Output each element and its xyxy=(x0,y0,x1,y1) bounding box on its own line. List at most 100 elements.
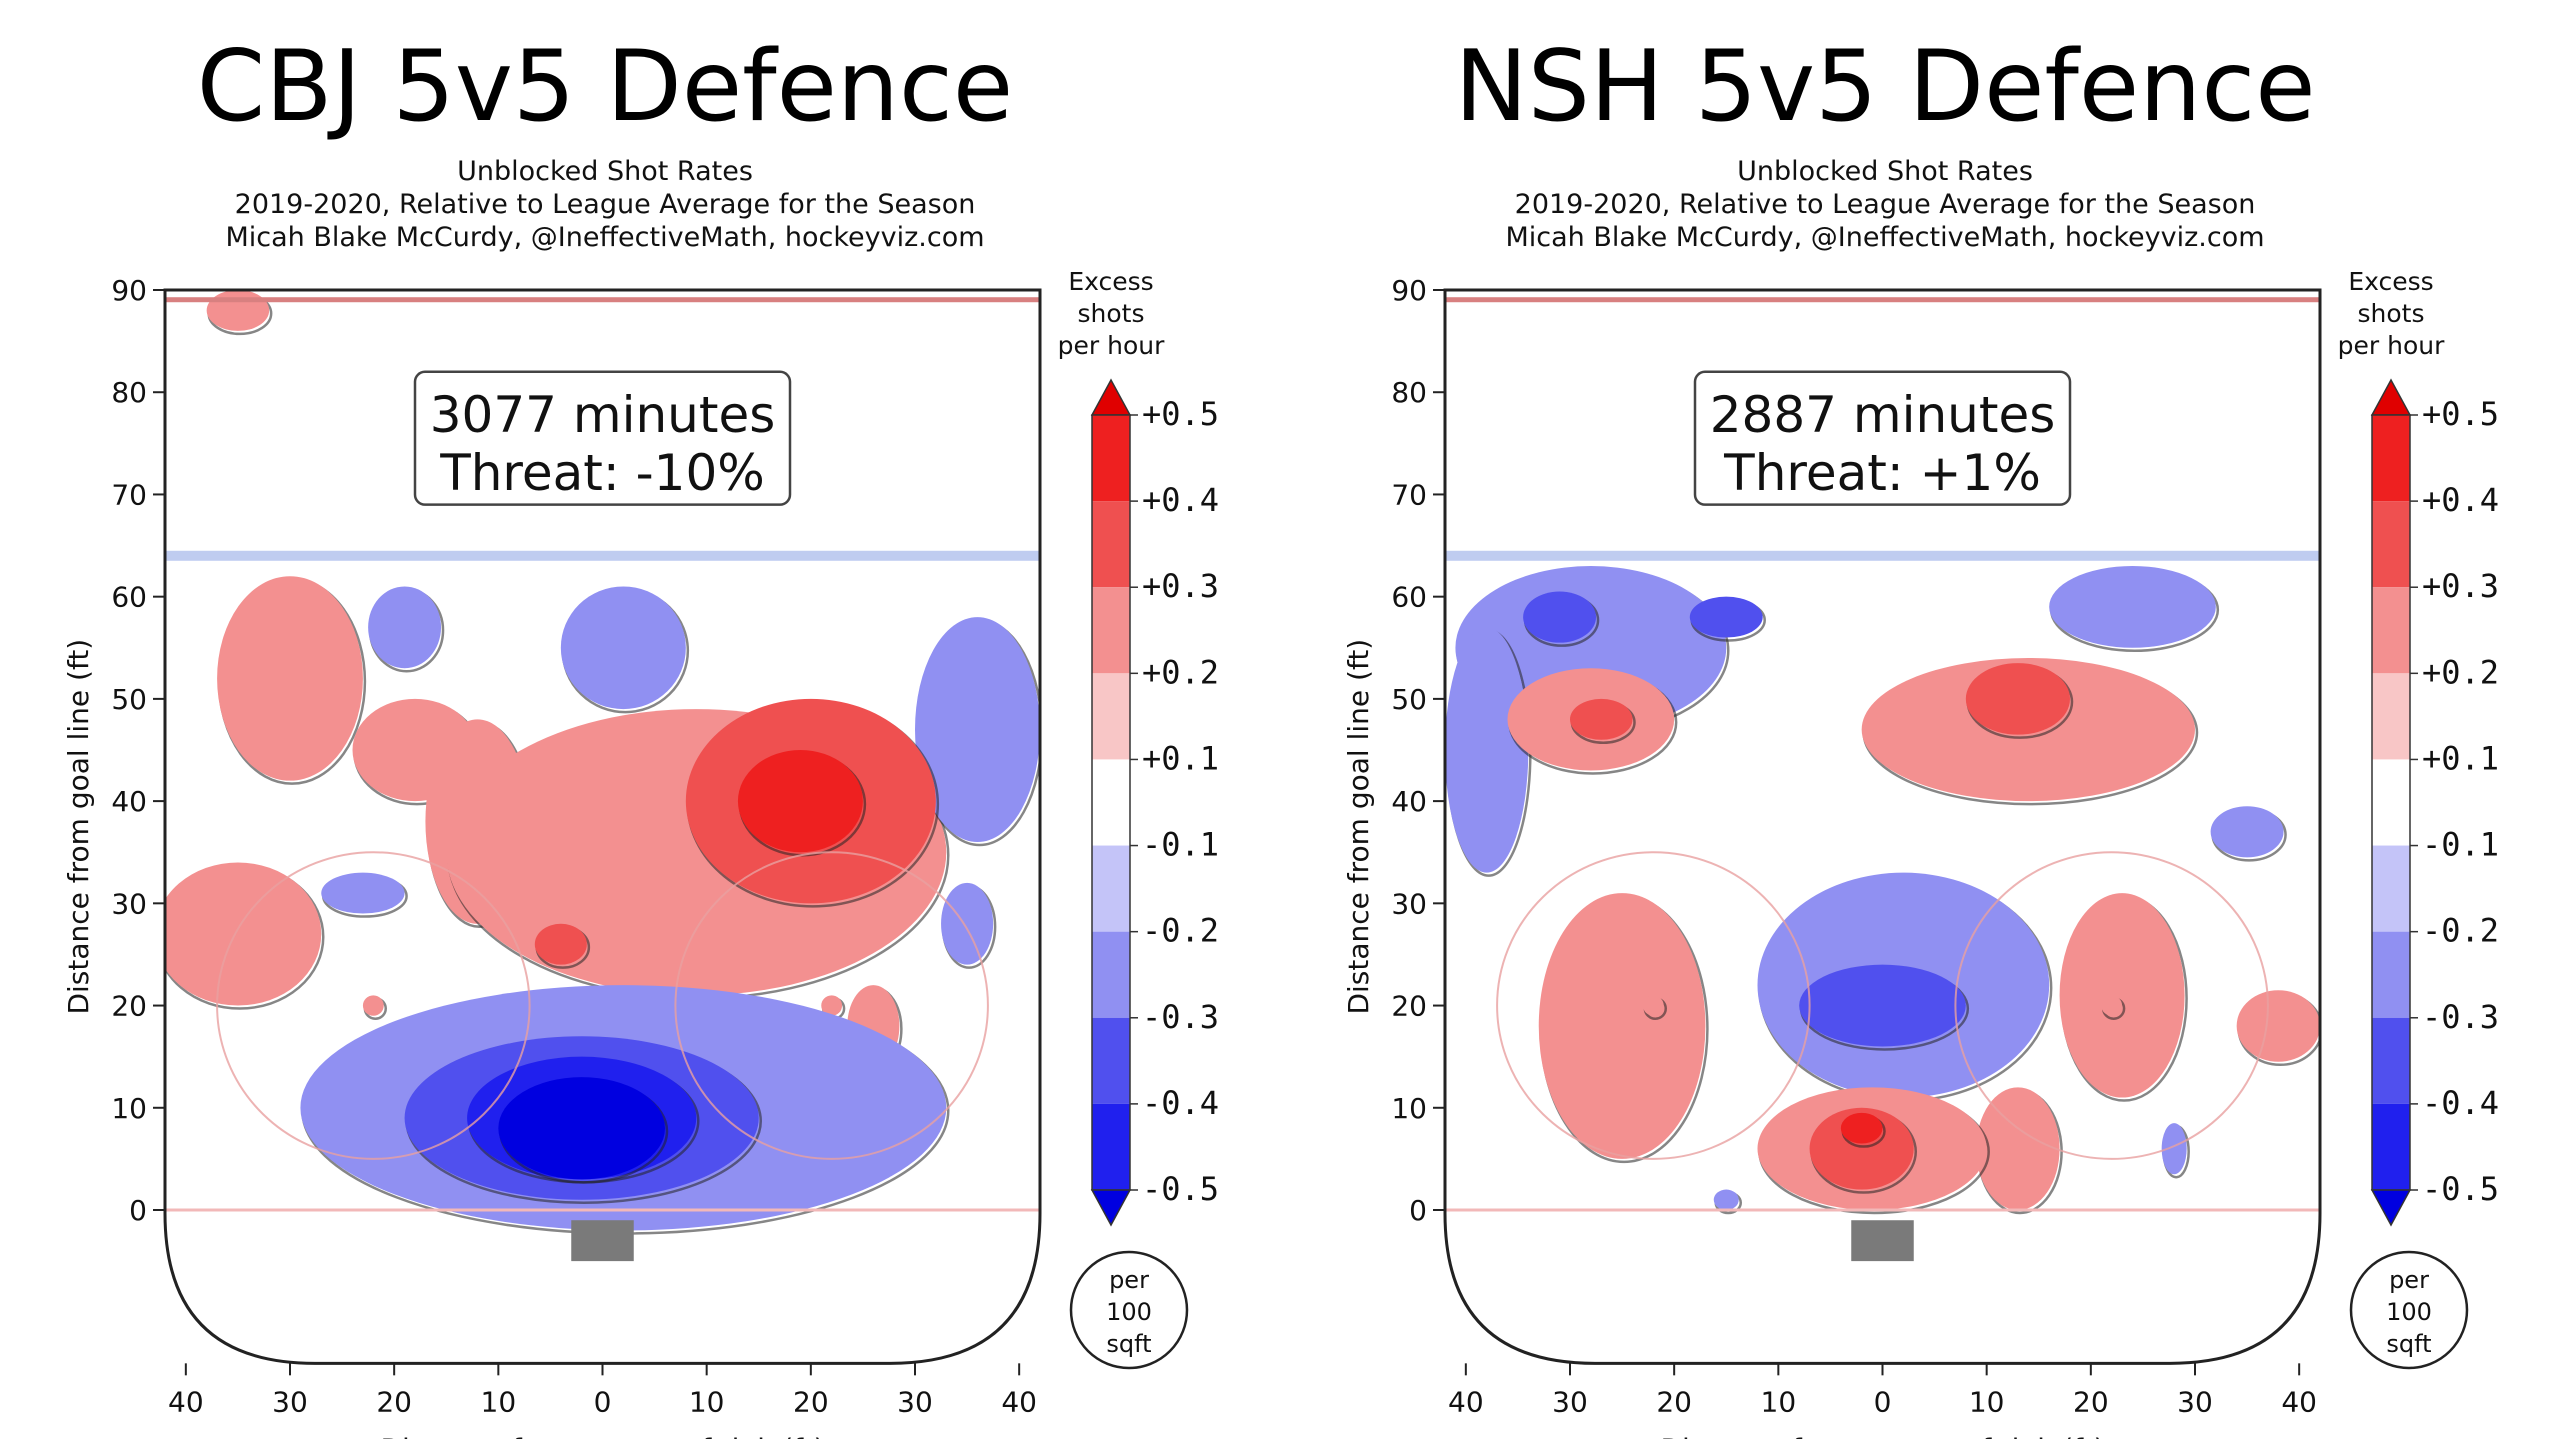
units-label: sqft xyxy=(1106,1330,1151,1358)
colorbar-tick-label: -0.1 xyxy=(1142,826,1219,864)
x-tick-label: 20 xyxy=(793,1385,829,1418)
chart-subtitle: 2019-2020, Relative to League Average fo… xyxy=(235,189,976,220)
colorbar-label: shots xyxy=(2358,299,2425,328)
excess-region xyxy=(206,290,270,331)
y-tick-label: 80 xyxy=(111,376,147,409)
deficit-region xyxy=(1713,1189,1739,1211)
colorbar-band xyxy=(2372,501,2410,588)
colorbar-band xyxy=(2372,845,2410,932)
deficit-region xyxy=(2210,806,2284,858)
colorbar-label: Excess xyxy=(1068,267,1153,296)
colorbar-band xyxy=(2372,587,2410,674)
units-circle xyxy=(1069,1250,1189,1370)
excess-region xyxy=(1538,893,1706,1159)
excess-region xyxy=(2236,990,2320,1062)
colorbar-tick-label: +0.5 xyxy=(1142,395,1219,433)
chart-panel-nsh: NSH 5v5 Defence Unblocked Shot Rates 2019-… xyxy=(1280,0,2560,1439)
excess-region xyxy=(217,576,363,781)
y-tick-label: 50 xyxy=(1391,683,1427,716)
colorbar-band xyxy=(1092,759,1130,846)
colorbar-tick-label: -0.4 xyxy=(1142,1084,1219,1122)
x-tick-label: 30 xyxy=(2177,1385,2213,1418)
chart-svg: CBJ 5v5 Defence Unblocked Shot Rates2019-… xyxy=(62,30,1219,1439)
chart-subtitle: Micah Blake McCurdy, @IneffectiveMath, h… xyxy=(225,222,984,253)
x-tick-label: 30 xyxy=(272,1385,308,1418)
y-axis-label: Distance from goal line (ft) xyxy=(1342,639,1375,1015)
x-tick-label: 40 xyxy=(168,1385,204,1418)
y-tick-label: 70 xyxy=(1391,478,1427,511)
colorbar-tick-label: -0.2 xyxy=(2422,912,2499,950)
colorbar-band xyxy=(2372,673,2410,760)
chart-svg: NSH 5v5 Defence Unblocked Shot Rates2019-… xyxy=(1342,30,2499,1439)
annotation-box xyxy=(413,370,792,506)
colorbar-band xyxy=(2372,1103,2410,1190)
centre-line xyxy=(165,297,1040,303)
annotation-text: 3077 minutes xyxy=(430,386,776,444)
y-axis-label: Distance from goal line (ft) xyxy=(62,639,95,1015)
deficit-region xyxy=(2049,566,2216,648)
colorbar-tick-label: -0.2 xyxy=(1142,912,1219,950)
y-tick-label: 70 xyxy=(111,478,147,511)
colorbar-band xyxy=(1092,673,1130,760)
colorbar-tick-label: -0.5 xyxy=(2422,1170,2499,1208)
y-tick-label: 0 xyxy=(1409,1194,1427,1227)
x-tick-label: 30 xyxy=(897,1385,933,1418)
x-tick-label: 40 xyxy=(1001,1385,1037,1418)
faceoff-circle xyxy=(674,851,989,1160)
colorbar-band xyxy=(1092,587,1130,674)
y-tick-label: 0 xyxy=(129,1194,147,1227)
colorbar-tick-label: -0.3 xyxy=(2422,998,2499,1036)
colorbar-tick-label: +0.4 xyxy=(2422,481,2499,519)
x-tick-label: 20 xyxy=(376,1385,412,1418)
excess-region xyxy=(534,923,587,965)
colorbar-band xyxy=(1092,501,1130,588)
y-tick-label: 90 xyxy=(1391,274,1427,307)
deficit-region xyxy=(1523,591,1597,643)
x-axis-label: Distance from centre of rink (ft) xyxy=(381,1432,825,1439)
colorbar-tick-label: -0.3 xyxy=(1142,998,1219,1036)
colorbar-tick-label: -0.1 xyxy=(2422,826,2499,864)
y-tick-label: 10 xyxy=(1391,1092,1427,1125)
centre-line xyxy=(1445,297,2320,303)
chart-title: NSH 5v5 Defence xyxy=(1454,30,2315,144)
y-tick-label: 60 xyxy=(1391,581,1427,614)
annotation-text: 2887 minutes xyxy=(1710,386,2056,444)
deficit-region xyxy=(498,1077,665,1180)
x-tick-label: 0 xyxy=(594,1385,612,1418)
units-label: per xyxy=(1109,1266,1149,1294)
colorbar-tick-label: +0.2 xyxy=(1142,653,1219,691)
colorbar-tick-label: +0.1 xyxy=(2422,739,2499,777)
deficit-region xyxy=(915,617,1040,842)
blue-line xyxy=(165,550,1040,561)
colorbar-band xyxy=(1092,1017,1130,1104)
colorbar-tick-label: +0.5 xyxy=(2422,395,2499,433)
deficit-region xyxy=(1689,596,1763,638)
x-tick-label: 30 xyxy=(1552,1385,1588,1418)
colorbar-label: per hour xyxy=(1058,331,1165,360)
excess-region xyxy=(1642,995,1664,1016)
chart-subtitle: Unblocked Shot Rates xyxy=(457,156,753,187)
excess-region xyxy=(1965,663,2070,735)
annotation-text: Threat: -10% xyxy=(439,444,765,502)
x-axis-label: Distance from centre of rink (ft) xyxy=(1661,1432,2105,1439)
chart-subtitle: Micah Blake McCurdy, @IneffectiveMath, h… xyxy=(1505,222,2264,253)
deficit-region xyxy=(1445,627,1529,873)
goal-net xyxy=(1851,1220,1914,1262)
colorbar-band xyxy=(1092,1103,1130,1190)
x-tick-label: 40 xyxy=(2281,1385,2317,1418)
deficit-region xyxy=(941,882,994,965)
units-label: per xyxy=(2389,1266,2429,1294)
y-tick-label: 60 xyxy=(111,581,147,614)
excess-region xyxy=(2059,893,2185,1098)
chart-subtitle: Unblocked Shot Rates xyxy=(1737,156,2033,187)
excess-region xyxy=(2101,995,2123,1016)
faceoff-circle xyxy=(1954,851,2269,1160)
colorbar-tick-label: +0.1 xyxy=(1142,739,1219,777)
rink-outline xyxy=(1443,288,2322,1365)
x-tick-label: 10 xyxy=(689,1385,725,1418)
colorbar-arrow-top xyxy=(2370,378,2412,416)
faceoff-circle xyxy=(1496,851,1811,1160)
annotation-box xyxy=(1693,370,2072,506)
excess-region xyxy=(1809,1107,1914,1190)
colorbar-tick-label: -0.5 xyxy=(1142,1170,1219,1208)
